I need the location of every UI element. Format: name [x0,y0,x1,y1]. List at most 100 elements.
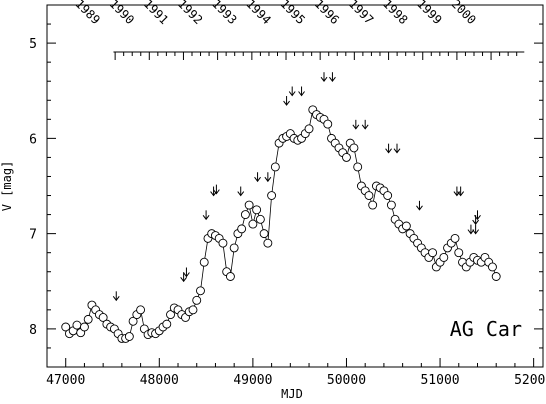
data-point [368,200,378,210]
year-label: 1989 [73,0,103,27]
upper-limit-arrow [416,200,423,211]
year-label: 1994 [243,0,273,27]
data-point [188,305,198,315]
data-point [196,286,205,296]
upper-limit-arrow [385,143,392,154]
data-point [364,191,374,200]
arrow-head [385,148,392,154]
year-label: 1996 [312,0,342,27]
data-point [240,210,250,220]
data-point [166,310,175,320]
arrow-head [467,229,475,235]
upper-limit-arrow [180,272,188,283]
x-tick-labels: 47000 48000 49000 50000 51000 52000 [46,373,546,388]
upper-limit-arrow [320,72,328,83]
x-tick-label: 50000 [327,373,366,388]
data-point [72,320,82,330]
upper-limit-arrow [183,267,190,278]
x-tick-label: 51000 [420,373,459,388]
data-point [237,224,247,234]
arrow-head [329,76,336,83]
arrow-head [457,191,465,197]
y-tick-label: 7 [29,228,37,243]
x-axis-title: MJD [281,387,303,401]
year-label: 1990 [107,0,137,27]
data-point [83,314,93,324]
data-point [353,162,363,172]
star-name-annotation: AG Car [450,317,522,341]
upper-limit-arrow [202,210,210,221]
y-tick-label: 6 [29,132,37,147]
data-point [349,143,359,153]
data-point [450,233,460,243]
data-point [488,262,497,272]
x-tick-label: 47000 [46,373,85,388]
arrow-head [320,76,328,83]
data-point [383,191,393,200]
data-point [263,238,273,248]
data-point [252,205,262,215]
arrow-head [183,272,190,278]
arrow-head [180,276,188,283]
data-point [439,252,449,262]
upper-limit-arrow [283,96,290,106]
upper-limit-arrow [212,184,220,195]
data-point [218,238,228,248]
plot-frame [46,4,544,368]
data-points [61,105,501,343]
data-point [255,214,265,224]
upper-limit-arrow [329,72,336,83]
data-point [192,295,202,305]
data-point [304,124,314,134]
arrow-head [288,91,296,97]
x-tick-label: 52000 [514,373,546,388]
arrow-head [472,229,480,235]
upper-limit-arrow [237,186,245,197]
arrow-head [393,148,401,154]
data-point [128,316,138,326]
upper-limit-arrow [393,143,401,154]
upper-limit-arrows [112,72,481,302]
arrow-head [352,124,360,130]
data-point [61,322,71,332]
upper-limit-arrow [361,119,369,130]
arrow-head [283,100,290,106]
upper-limit-arrow [352,119,360,130]
data-point [124,332,134,341]
data-point [244,200,254,210]
data-point [199,257,209,267]
upper-limit-arrow [298,86,305,97]
upper-limit-arrow [254,172,261,183]
data-point [491,272,501,281]
arrow-head [112,296,120,302]
year-label: 1992 [175,0,205,27]
data-point [229,243,239,253]
data-point [323,119,333,129]
upper-limit-arrow [210,186,217,197]
upper-limit-arrow [112,291,120,302]
upper-limit-arrow [474,210,481,221]
upper-limit-arrow [264,172,272,183]
year-label: 1998 [380,0,410,27]
upper-limit-arrow [472,224,480,235]
data-point [454,248,464,258]
upper-limit-arrow [457,186,465,197]
data-point [225,272,235,281]
year-label: 1999 [414,0,444,27]
top-year-axis: 1989 1990 1991 1992 1993 1994 1995 1996 1997 1998… [73,0,525,60]
data-point [401,221,411,231]
x-tick-label: 49000 [233,373,272,388]
y-tick-labels: 5 6 7 8 [29,37,37,338]
data-point [79,322,89,332]
arrow-head [202,215,210,221]
x-tick-label: 48000 [140,373,179,388]
year-label: 1993 [209,0,239,27]
y-axis-title: V [mag] [0,161,14,212]
y-tick-label: 8 [29,323,37,338]
axis-ticks [46,4,543,368]
arrow-head [254,176,261,183]
data-point [162,319,172,329]
upper-limit-arrow [453,186,461,197]
data-point [248,219,258,229]
